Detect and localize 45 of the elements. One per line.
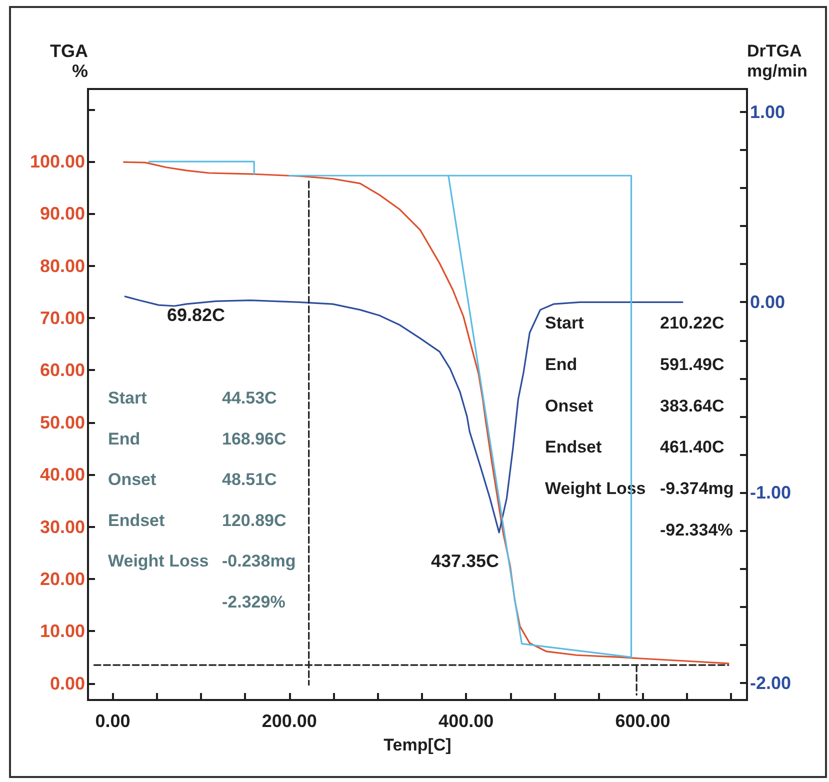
annotation: Endset: [545, 438, 602, 457]
annotation: Endset: [108, 510, 166, 530]
annotation: Start: [545, 314, 584, 332]
annotation: 437.35C: [430, 551, 499, 571]
annotation: 120.89C: [222, 510, 286, 530]
y-tick-label: 80.00: [40, 256, 85, 276]
y-tick-label: 0.00: [50, 673, 85, 694]
annotation: 210.22C: [660, 314, 724, 332]
y-tick-label: 50.00: [40, 412, 85, 432]
y-tick-label: 20.00: [40, 568, 85, 589]
x-tick-label: 0.00: [95, 711, 130, 731]
y-tick-label: 30.00: [40, 516, 85, 537]
annotation: -2.329%: [222, 592, 286, 612]
annotation: Onset: [545, 396, 594, 416]
annotation: 591.49C: [660, 354, 724, 374]
annotation: Onset: [108, 470, 157, 490]
annotation: -0.238mg: [222, 552, 296, 571]
y-tick-label: 100.00: [30, 152, 85, 172]
y2-tick-label: -1.00: [750, 482, 792, 503]
x-tick-label: 200.00: [262, 711, 317, 731]
annotation: Weight Loss: [108, 552, 209, 571]
y2-tick-label: 0.00: [750, 292, 786, 312]
y2-axis-title: DrTGA mg/min: [747, 42, 808, 80]
annotation: -92.334%: [660, 520, 733, 540]
y-axis-title: TGA %: [50, 41, 88, 81]
y-tick-label: 40.00: [40, 464, 85, 485]
annotation: End: [545, 354, 578, 374]
annotation: End: [108, 429, 140, 448]
y-tick-label: 70.00: [40, 308, 85, 328]
annotation: 48.51C: [222, 470, 277, 490]
x-axis-title: Temp[C]: [384, 735, 452, 754]
y2-tick-label: 1.00: [750, 102, 786, 122]
y2-tick-label: -2.00: [750, 672, 792, 693]
annotation: Start: [108, 388, 148, 408]
y-tick-label: 10.00: [40, 621, 85, 642]
annotation: 383.64C: [660, 396, 724, 416]
y-tick-label: 60.00: [40, 360, 85, 380]
annotation: 168.96C: [222, 429, 286, 448]
annotation: 69.82C: [167, 305, 226, 325]
x-tick-label: 400.00: [438, 711, 494, 731]
annotation: 461.40C: [660, 438, 724, 457]
annotation: 44.53C: [222, 388, 277, 408]
annotation: -9.374mg: [660, 479, 734, 498]
y-tick-label: 90.00: [40, 204, 85, 224]
x-tick-label: 600.00: [615, 711, 670, 731]
